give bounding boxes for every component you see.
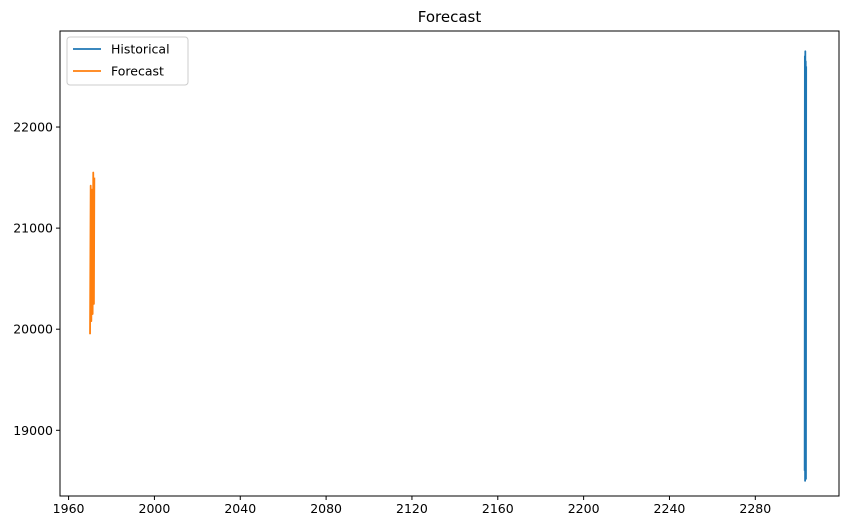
y-tick-label: 19000 bbox=[13, 423, 53, 438]
x-tick-label: 1960 bbox=[53, 501, 85, 516]
legend-label-historical: Historical bbox=[111, 42, 170, 57]
legend: Historical Forecast bbox=[66, 36, 189, 86]
y-tick-label: 20000 bbox=[13, 322, 53, 337]
x-tick-label: 2280 bbox=[739, 501, 771, 516]
x-tick-label: 2240 bbox=[654, 501, 686, 516]
y-axis: 19000 20000 21000 22000 bbox=[13, 120, 60, 438]
series-line-forecast bbox=[89, 171, 96, 335]
plot-area: 1960 2000 2040 2080 2120 2160 2200 2240 2280 190… bbox=[13, 30, 840, 516]
y-tick-label: 21000 bbox=[13, 221, 53, 236]
x-tick-label: 2120 bbox=[396, 501, 428, 516]
chart-title: Forecast bbox=[418, 8, 482, 26]
series-line-historical bbox=[803, 50, 808, 482]
legend-label-forecast: Forecast bbox=[111, 64, 164, 79]
x-tick-label: 2000 bbox=[139, 501, 171, 516]
series-layer bbox=[89, 50, 808, 482]
y-tick-label: 22000 bbox=[13, 120, 53, 135]
x-tick-label: 2200 bbox=[568, 501, 600, 516]
x-axis: 1960 2000 2040 2080 2120 2160 2200 2240 2280 bbox=[53, 496, 771, 516]
x-tick-label: 2040 bbox=[224, 501, 256, 516]
plot-frame bbox=[59, 30, 840, 497]
x-tick-label: 2160 bbox=[482, 501, 514, 516]
x-tick-label: 2080 bbox=[310, 501, 342, 516]
